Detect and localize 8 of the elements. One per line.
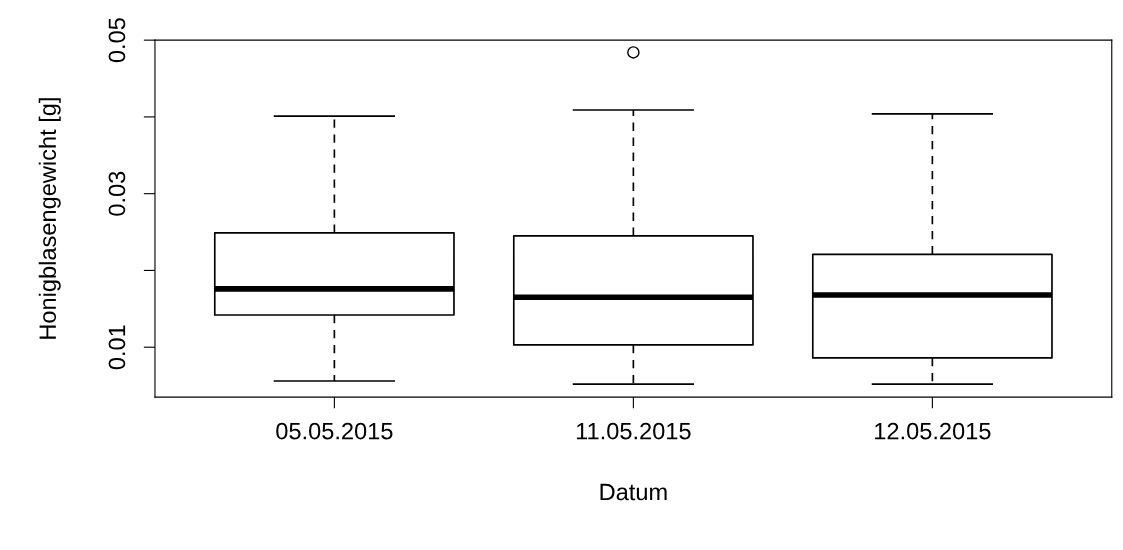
x-tick-label: 05.05.2015 bbox=[276, 422, 393, 440]
y-axis-title: Honigblasengewicht [g] bbox=[38, 98, 61, 339]
x-tick-label: 12.05.2015 bbox=[875, 422, 991, 440]
y-tick-label: 0.01 bbox=[108, 325, 126, 370]
x-axis-title: Datum bbox=[600, 483, 667, 501]
y-tick-label: 0.03 bbox=[108, 171, 126, 216]
y-tick-label: 0.05 bbox=[108, 18, 126, 63]
x-tick-label: 11.05.2015 bbox=[576, 422, 691, 440]
